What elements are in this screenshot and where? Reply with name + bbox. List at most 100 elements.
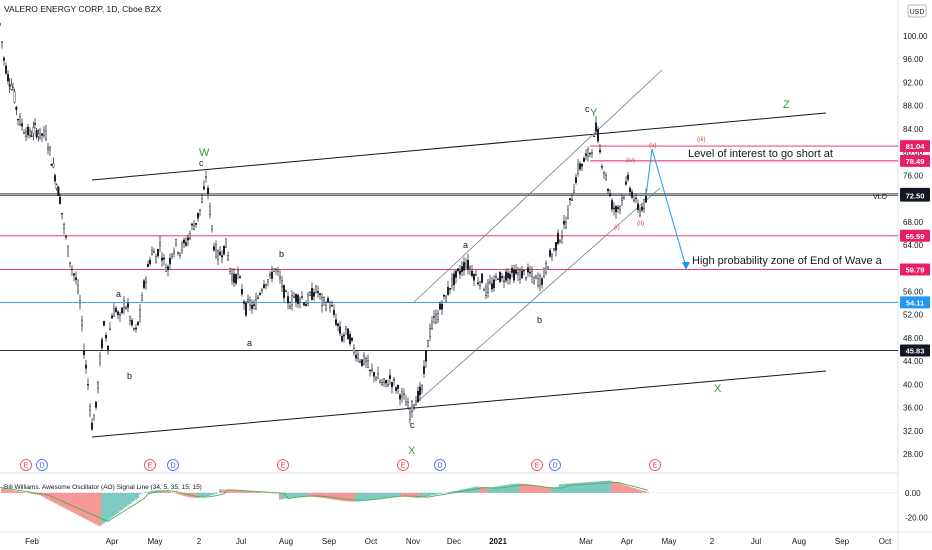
candle-body [208, 206, 211, 215]
candle-body [529, 271, 532, 274]
candle-body [30, 135, 33, 137]
wave-label-b: b [537, 315, 542, 325]
y-tick-label: 84.00 [903, 125, 924, 134]
candle-body [190, 223, 193, 226]
earnings-event-icon[interactable] [531, 459, 543, 471]
y-tick-label: 56.00 [903, 287, 924, 296]
event-label: E [148, 463, 153, 470]
candle-body [269, 273, 272, 276]
candle-body [267, 279, 270, 283]
candle-body [43, 129, 46, 136]
candle-body [495, 276, 498, 278]
candle-body [347, 328, 350, 340]
candle-body [531, 271, 534, 277]
price-tag-label: 78.49 [906, 157, 925, 166]
candle-body [236, 270, 239, 275]
earnings-event-icon[interactable] [649, 459, 661, 471]
candle-body [437, 313, 440, 320]
candle-body [613, 207, 616, 209]
y-tick-label: 44.00 [903, 357, 924, 366]
candle-body [573, 190, 576, 194]
candle-body [585, 153, 588, 156]
candle-body [204, 176, 207, 179]
dividend-event-icon[interactable] [36, 459, 48, 471]
candle-body [445, 295, 448, 302]
candle-body [74, 277, 77, 281]
candle-body [138, 309, 141, 317]
candle-body [391, 382, 394, 388]
candle-body [427, 340, 430, 348]
channel-upper-line[interactable] [412, 69, 663, 304]
candle-body [431, 321, 434, 329]
candle-body [329, 305, 332, 308]
wave-label-b: b [127, 371, 132, 381]
candle-body [222, 245, 225, 255]
candle-body [98, 355, 101, 364]
channel-lower-line[interactable] [407, 187, 661, 411]
candle-body [104, 334, 107, 339]
event-label: E [535, 463, 540, 470]
oscillator-axis: 0.00 -20.00 [905, 489, 928, 523]
candle-body [114, 308, 117, 312]
y-tick-label: 76.00 [903, 171, 924, 180]
candle-body [202, 186, 205, 190]
candle-body [483, 289, 486, 291]
candle-body [587, 148, 590, 158]
candle-body [10, 84, 13, 90]
event-label: E [281, 463, 286, 470]
candle-body [315, 285, 318, 293]
candle-body [76, 285, 79, 293]
candle-body [198, 209, 201, 212]
x-tick-label: May [147, 537, 162, 546]
earnings-event-icon[interactable] [277, 459, 289, 471]
candle-body [257, 297, 260, 299]
upper-trendline[interactable] [91, 112, 827, 181]
signal-line [0, 482, 649, 522]
candle-body [567, 209, 570, 219]
candle-body [375, 377, 378, 380]
earnings-event-icon[interactable] [144, 459, 156, 471]
dividend-event-icon[interactable] [167, 459, 179, 471]
x-tick-label: Oct [879, 537, 892, 546]
candle-body [305, 304, 308, 307]
candle-body [617, 207, 620, 209]
candle-body [148, 259, 151, 265]
candle-body [55, 184, 58, 189]
dividend-event-icon[interactable] [549, 459, 561, 471]
candle-body [493, 279, 496, 289]
candle-body [469, 267, 472, 270]
candle-body [234, 274, 237, 284]
wave-labels: W X Y Z X a b c a b c a b c [116, 99, 790, 457]
candle-body [403, 393, 406, 395]
candle-body [441, 303, 444, 310]
candle-body [423, 366, 426, 374]
projection-line[interactable] [645, 148, 687, 268]
candle-body [363, 355, 366, 365]
candle-body [254, 299, 257, 310]
candle-body [533, 277, 536, 284]
minor-wave-label: (ii) [637, 220, 644, 227]
x-tick-label: Nov [406, 537, 420, 546]
candle-body [90, 422, 93, 430]
candle-body [317, 291, 320, 293]
x-tick-label: 2021 [489, 537, 507, 546]
candle-body [595, 122, 598, 132]
earnings-event-icon[interactable] [397, 459, 409, 471]
price-tag [900, 140, 930, 153]
candle-body [579, 163, 582, 170]
candle-body [281, 280, 284, 288]
candle-body [244, 302, 247, 316]
currency-badge[interactable] [907, 4, 927, 18]
candle-body [80, 319, 83, 326]
price-tag [900, 263, 930, 276]
candle-body [519, 269, 522, 280]
earnings-event-icon[interactable] [20, 459, 32, 471]
dividend-event-icon[interactable] [434, 459, 446, 471]
lower-trendline[interactable] [91, 370, 827, 438]
candle-body [557, 233, 560, 244]
projection-path [645, 148, 690, 270]
wave-label-X-projected: X [714, 383, 722, 395]
trendlines [91, 69, 827, 438]
